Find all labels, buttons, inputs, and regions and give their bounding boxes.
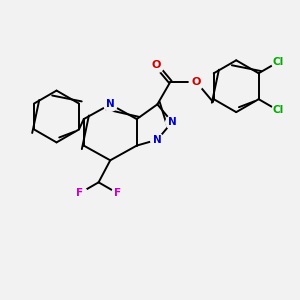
Text: Cl: Cl <box>272 57 283 67</box>
Text: O: O <box>191 77 201 87</box>
Text: O: O <box>152 60 161 70</box>
Text: F: F <box>76 188 83 198</box>
Text: N: N <box>153 135 162 145</box>
Text: Cl: Cl <box>272 105 283 115</box>
Text: N: N <box>168 117 176 127</box>
Text: N: N <box>106 99 115 110</box>
Text: F: F <box>114 188 121 198</box>
